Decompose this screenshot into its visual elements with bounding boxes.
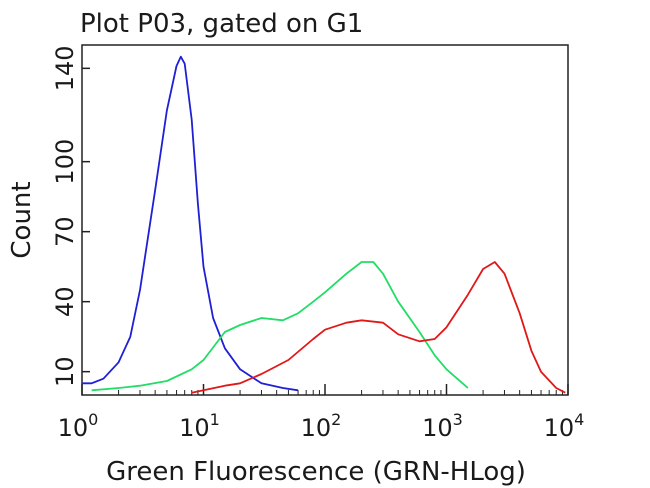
x-tick-base: 10 [58,414,89,442]
y-axis-label: Count [7,181,37,258]
x-tick-base: 10 [544,414,575,442]
y-tick-label: 100 [51,139,79,185]
x-tick-label: 102 [301,410,342,442]
x-axis-label: Green Fluorescence (GRN-HLog) [106,457,526,487]
series-line-1 [82,55,299,392]
plot-frame [81,44,569,396]
y-tick-label: 140 [51,45,79,91]
x-tick-exponent: 3 [453,410,463,429]
x-tick-base: 10 [301,414,332,442]
x-tick-label: 104 [544,410,585,442]
series-layer [82,55,566,394]
series-line-2 [91,261,469,392]
x-tick-exponent: 2 [331,410,341,429]
x-tick-exponent: 4 [574,410,584,429]
series-line-3 [191,261,566,394]
x-tick-base: 10 [422,414,453,442]
x-tick-base: 10 [179,414,210,442]
y-tick-label: 10 [51,356,79,387]
x-tick-exponent: 1 [210,410,220,429]
x-tick-label: 103 [422,410,463,442]
y-tick-label: 70 [51,216,79,247]
x-tick-label: 101 [179,410,220,442]
x-tick-label: 100 [58,410,99,442]
y-tick-label: 40 [51,286,79,317]
x-tick-exponent: 0 [88,410,98,429]
chart-title: Plot P03, gated on G1 [80,9,363,39]
